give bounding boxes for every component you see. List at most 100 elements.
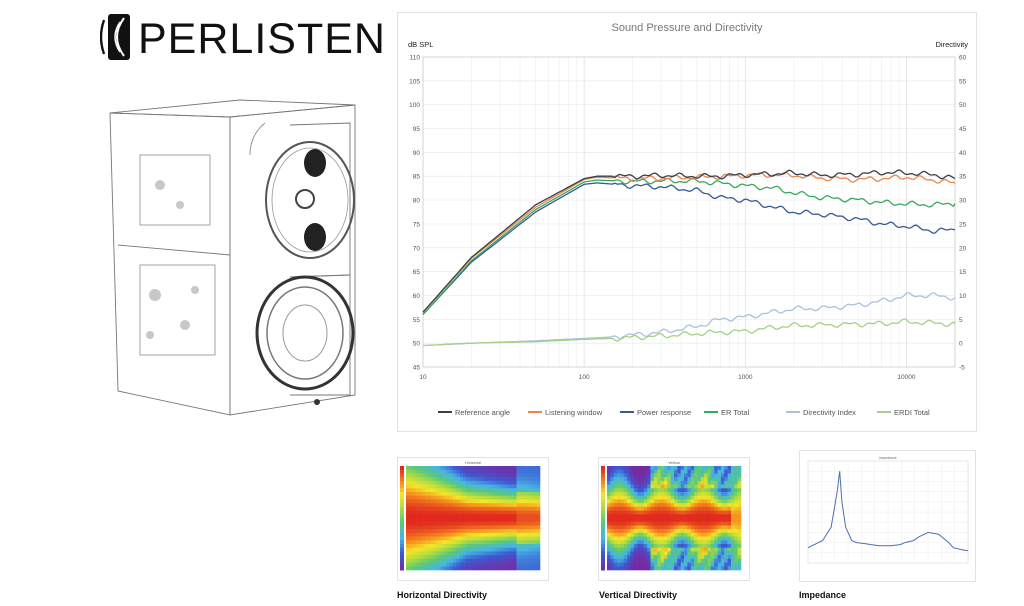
heatmap-cell [446,499,450,504]
heatmap-cell [690,477,695,482]
heatmap-cell [469,495,474,500]
brand-logo: PERLISTEN [92,10,385,68]
chart-title: Sound Pressure and Directivity [611,22,763,34]
heatmap-cell [509,477,514,482]
heatmap-cell [663,506,668,511]
heatmap-cell [704,466,708,471]
heatmap-cell [416,540,420,545]
heatmap-cell [714,558,718,563]
heatmap-cell [610,503,614,508]
y2-tick-label: 5 [959,317,963,324]
heatmap-cell [640,492,645,497]
heatmap-cell [653,514,658,519]
heatmap-cell [489,540,494,545]
heatmap-cell [610,518,614,523]
heatmap-cell [452,503,457,508]
heatmap-cell [643,532,648,537]
heatmap-cell [677,492,681,497]
y-tick-label: 65 [413,269,421,276]
heatmap-cell [610,480,614,485]
heatmap-cell [657,547,661,552]
heatmap-cell [519,514,524,519]
heatmap-cell [469,492,474,497]
heatmap-cell [710,466,715,471]
heatmap-cell [680,514,685,519]
heatmap-cell [459,477,464,482]
heatmap-cell [536,525,541,530]
heatmap-cell [536,488,541,493]
heatmap-cell [493,469,497,474]
heatmap-cell [493,547,497,552]
heatmap-cell [459,492,464,497]
heatmap-cell [720,484,725,489]
heatmap-cell [617,499,621,504]
heatmap-cell [442,518,447,523]
heatmap-cell [466,495,470,500]
heatmap-cell [687,521,692,526]
heatmap-cell [523,532,527,537]
heatmap-cell [700,514,705,519]
heatmap-colorbar-cell [601,488,605,493]
heatmap-cell [637,529,641,534]
heatmap-cell [446,469,450,474]
heatmap-cell [416,514,420,519]
heatmap-cell [657,466,661,471]
heatmap-cell [506,473,511,478]
heatmap-colorbar-cell [601,484,605,489]
heatmap-cell [533,510,537,515]
heatmap-cell [519,555,524,560]
heatmap-cell [496,540,501,545]
heatmap-cell [432,510,437,515]
heatmap-cell [667,499,671,504]
heatmap-cell [446,480,450,485]
heatmap-cell [516,521,521,526]
heatmap-cell [516,536,521,541]
heatmap-cell [667,544,671,549]
heatmap-cell [523,510,527,515]
heatmap-cell [426,477,430,482]
heatmap-cell [670,536,675,541]
heatmap-cell [479,529,484,534]
heatmap-colorbar-cell [400,562,404,567]
heatmap-cell [670,477,675,482]
heatmap-cell [734,484,738,489]
heatmap-cell [690,495,695,500]
heatmap-cell [694,506,698,511]
heatmap-cell [680,480,685,485]
heatmap-cell [610,469,614,474]
heatmap-cell [627,518,631,523]
heatmap-cell [694,540,698,545]
heatmap-cell [660,532,665,537]
heatmap-cell [710,525,715,530]
heatmap-cell [737,544,742,549]
heatmap-cell [529,477,534,482]
series-line-reference-angle [422,169,956,313]
heatmap-cell [432,495,437,500]
heatmap-cell [613,484,618,489]
heatmap-cell [674,503,678,508]
heatmap-cell [633,469,638,474]
heatmap-cell [617,480,621,485]
heatmap-cell [637,562,641,567]
heatmap-cell [513,558,517,563]
heatmap-cell [687,503,692,508]
heatmap-cell [469,503,474,508]
heatmap-cell [657,536,661,541]
heatmap-cell [633,506,638,511]
heatmap-cell [720,466,725,471]
heatmap-cell [429,506,434,511]
heatmap-cell [717,477,722,482]
heatmap-cell [519,558,524,563]
heatmap-colorbar-cell [601,477,605,482]
heatmap-cell [496,492,501,497]
heatmap-cell [650,484,655,489]
sound-pressure-svg: Sound Pressure and Directivity dB SPL Di… [408,22,968,417]
heatmap-cell [486,540,491,545]
heatmap-cell [466,477,470,482]
heatmap-cell [533,536,537,541]
impedance-caption: Impedance [799,590,847,600]
heatmap-cell [734,562,738,567]
heatmap-cell [674,532,678,537]
heatmap-cell [486,503,491,508]
heatmap-cell [684,469,688,474]
